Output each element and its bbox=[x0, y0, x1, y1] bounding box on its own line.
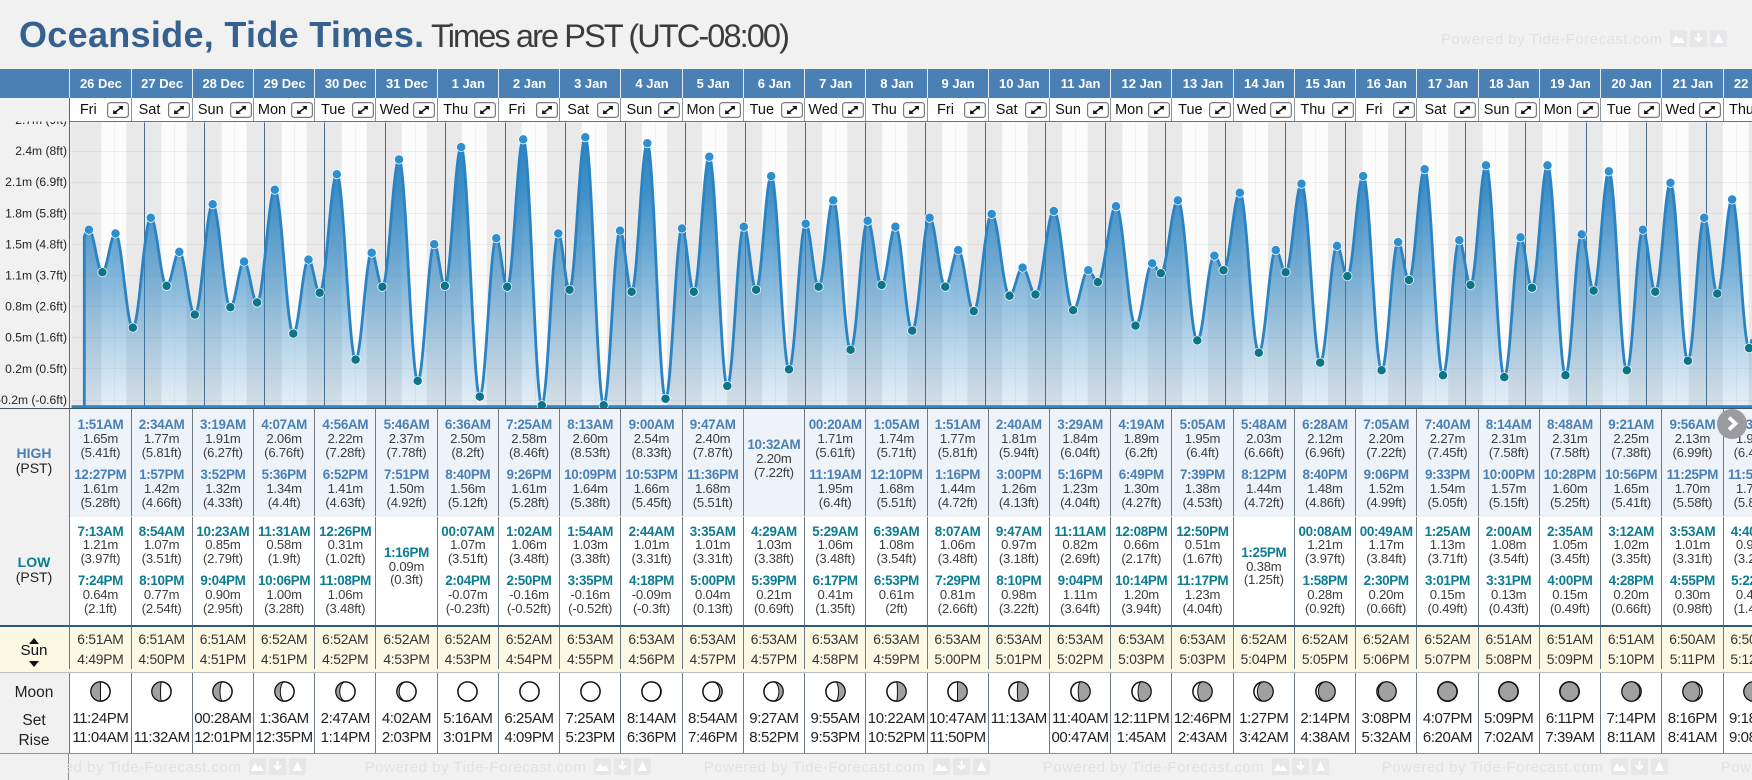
svg-text:0.8m (2.6ft): 0.8m (2.6ft) bbox=[5, 300, 67, 314]
svg-text:1.1m (3.7ft): 1.1m (3.7ft) bbox=[5, 269, 67, 283]
svg-text:2.4m (8ft): 2.4m (8ft) bbox=[15, 144, 67, 158]
svg-text:0.5m (1.6ft): 0.5m (1.6ft) bbox=[5, 331, 67, 345]
svg-text:1.8m (5.8ft): 1.8m (5.8ft) bbox=[5, 206, 67, 220]
svg-text:2.1m (6.9ft): 2.1m (6.9ft) bbox=[5, 175, 67, 189]
svg-text:2.7m (9ft): 2.7m (9ft) bbox=[15, 113, 67, 127]
svg-text:0.2m (0.5ft): 0.2m (0.5ft) bbox=[5, 362, 67, 376]
svg-text:1.5m (4.8ft): 1.5m (4.8ft) bbox=[5, 237, 67, 251]
svg-text:-0.2m (-0.6ft): -0.2m (-0.6ft) bbox=[0, 393, 67, 407]
